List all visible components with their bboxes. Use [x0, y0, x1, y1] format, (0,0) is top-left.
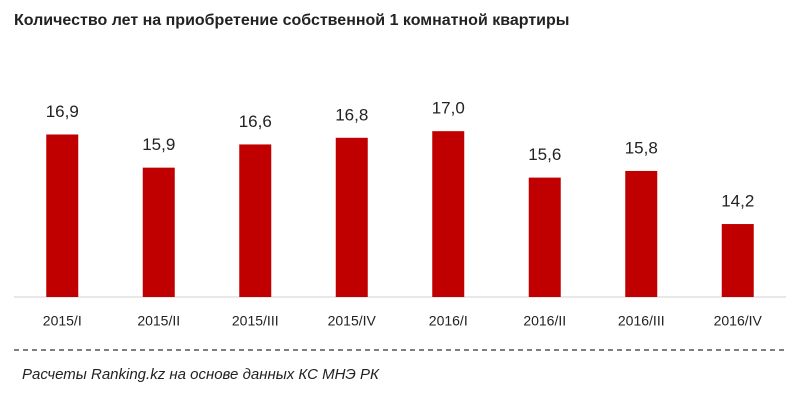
value-label: 15,6: [528, 145, 561, 164]
bar: [625, 170, 658, 297]
x-tick-label: 2015/II: [137, 313, 180, 329]
bar: [721, 224, 754, 297]
value-label: 14,2: [721, 192, 754, 211]
bar: [432, 131, 465, 297]
value-label: 16,9: [46, 102, 79, 121]
value-label: 17,0: [432, 99, 465, 118]
bar: [528, 177, 561, 297]
value-label: 16,6: [239, 112, 272, 131]
value-label: 15,9: [142, 135, 175, 154]
source-note: Расчеты Ranking.kz на основе данных КС М…: [22, 366, 379, 383]
bar: [142, 167, 175, 297]
chart-title: Количество лет на приобретение собственн…: [14, 12, 570, 29]
x-tick-label: 2016/I: [429, 313, 468, 329]
x-tick-label: 2016/II: [523, 313, 566, 329]
x-tick-label: 2016/III: [618, 313, 665, 329]
x-tick-label: 2015/IV: [328, 313, 377, 329]
bar: [335, 137, 368, 297]
bar: [46, 134, 79, 297]
x-tick-label: 2015/I: [43, 313, 82, 329]
x-tick-label: 2015/III: [232, 313, 279, 329]
value-label: 16,8: [335, 105, 368, 124]
value-label: 15,8: [625, 138, 658, 157]
bar: [239, 144, 272, 297]
x-tick-label: 2016/IV: [714, 313, 763, 329]
